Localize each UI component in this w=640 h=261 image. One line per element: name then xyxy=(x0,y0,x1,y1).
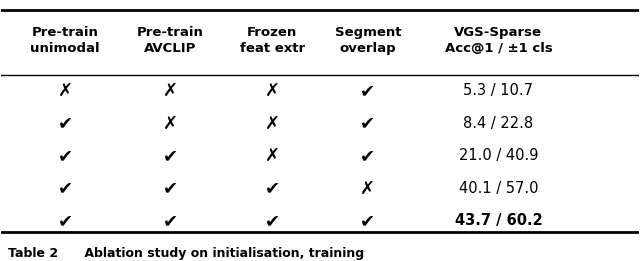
Text: Pre-train
unimodal: Pre-train unimodal xyxy=(30,26,100,55)
Text: ✔: ✔ xyxy=(163,179,178,197)
Text: ✔: ✔ xyxy=(58,212,73,230)
Text: Pre-train
AVCLIP: Pre-train AVCLIP xyxy=(137,26,204,55)
Text: VGS-Sparse
Acc@1 / ±1 cls: VGS-Sparse Acc@1 / ±1 cls xyxy=(445,26,552,55)
Text: ✔: ✔ xyxy=(360,147,375,165)
Text: ✔: ✔ xyxy=(58,179,73,197)
Text: ✗: ✗ xyxy=(265,147,280,165)
Text: ✔: ✔ xyxy=(58,114,73,132)
Text: ✔: ✔ xyxy=(265,212,280,230)
Text: ✔: ✔ xyxy=(360,82,375,100)
Text: 21.0 / 40.9: 21.0 / 40.9 xyxy=(459,149,538,163)
Text: Segment
overlap: Segment overlap xyxy=(335,26,401,55)
Text: Frozen
feat extr: Frozen feat extr xyxy=(239,26,305,55)
Text: 5.3 / 10.7: 5.3 / 10.7 xyxy=(463,84,533,98)
Text: ✗: ✗ xyxy=(265,114,280,132)
Text: ✔: ✔ xyxy=(265,179,280,197)
Text: 43.7 / 60.2: 43.7 / 60.2 xyxy=(454,213,542,228)
Text: ✗: ✗ xyxy=(58,82,73,100)
Text: ✔: ✔ xyxy=(360,212,375,230)
Text: 8.4 / 22.8: 8.4 / 22.8 xyxy=(463,116,534,131)
Text: ✗: ✗ xyxy=(163,114,178,132)
Text: ✗: ✗ xyxy=(360,179,375,197)
Text: ✔: ✔ xyxy=(360,114,375,132)
Text: ✗: ✗ xyxy=(265,82,280,100)
Text: 40.1 / 57.0: 40.1 / 57.0 xyxy=(459,181,538,196)
Text: ✔: ✔ xyxy=(58,147,73,165)
Text: ✔: ✔ xyxy=(163,212,178,230)
Text: ✗: ✗ xyxy=(163,82,178,100)
Text: ✔: ✔ xyxy=(163,147,178,165)
Text: Table 2      Ablation study on initialisation, training: Table 2 Ablation study on initialisation… xyxy=(8,247,364,260)
